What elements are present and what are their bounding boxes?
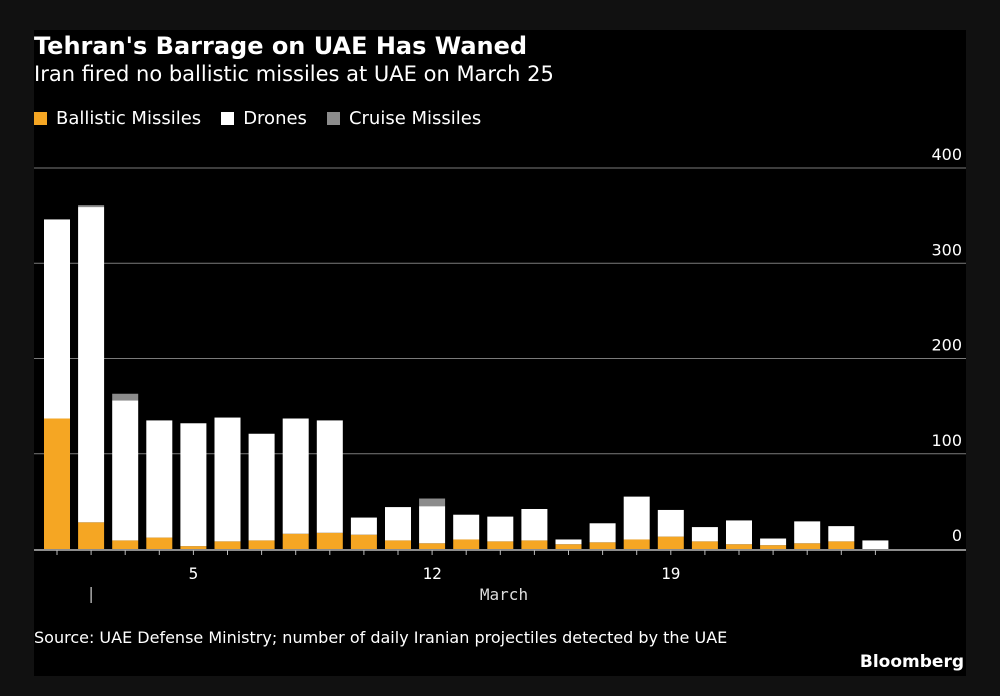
bar-segment [589, 523, 616, 543]
y-tick-label: 400 [931, 145, 962, 164]
legend-label-drones: Drones [243, 107, 307, 129]
bar-segment [726, 520, 752, 545]
bar-segment [180, 423, 207, 547]
bar-segment [282, 533, 309, 549]
bar-segment [112, 393, 139, 401]
bar-segment [214, 541, 241, 549]
bar-segment [146, 537, 173, 549]
chart-subtitle: Iran fired no ballistic missiles at UAE … [34, 62, 554, 86]
bar-segment [385, 540, 411, 549]
bar-segment [521, 540, 548, 549]
bar-segment [316, 532, 343, 549]
bar-segment [78, 207, 105, 523]
bar-segment [112, 540, 139, 549]
bar-segment [112, 400, 139, 541]
bar-segment [828, 526, 855, 542]
bar-segment [248, 540, 275, 549]
bar-segment [794, 521, 821, 544]
x-axis-label: March [480, 585, 528, 604]
bar-segment [657, 536, 684, 549]
bar-segment [282, 418, 309, 534]
bar-segment [555, 539, 582, 545]
legend-swatch-cruise [326, 111, 340, 125]
bar-segment [350, 534, 377, 549]
legend-item-drones: Drones [221, 108, 307, 129]
bar-segment [453, 514, 480, 540]
legend-swatch-drones [221, 111, 235, 125]
bar-segment [146, 420, 173, 538]
bar-segment [248, 433, 275, 541]
y-tick-label: 100 [931, 431, 962, 450]
bar-segment [726, 544, 752, 549]
bar-segment [623, 496, 650, 540]
bar-segment [350, 517, 377, 535]
legend-label-ballistic: Ballistic Missiles [56, 107, 202, 129]
bar-segment [316, 420, 343, 533]
bar-segment [44, 418, 70, 549]
bar-segment [760, 545, 787, 549]
bar-segment [760, 538, 787, 546]
bar-segment [180, 546, 207, 549]
bar-segment [44, 219, 70, 419]
bar-segment [78, 205, 105, 208]
y-tick-label: 300 [931, 240, 962, 259]
y-tick-label: 200 [931, 336, 962, 355]
source-note: Source: UAE Defense Ministry; number of … [34, 628, 728, 647]
bar-segment [453, 539, 480, 549]
legend: Ballistic Missiles Drones Cruise Missile… [34, 106, 501, 130]
bar-segment [623, 539, 650, 549]
bar-segment [214, 417, 241, 542]
legend-item-cruise: Cruise Missiles [326, 107, 482, 129]
x-tick-label: 5 [189, 564, 199, 583]
x-tick-label: 19 [661, 564, 680, 583]
bar-segment [657, 509, 684, 537]
bar-segment [555, 544, 582, 549]
bar-segment [828, 541, 855, 549]
chart-title: Tehran's Barrage on UAE Has Waned [34, 32, 528, 60]
bar-segment [78, 522, 105, 549]
bar-segment [419, 498, 446, 507]
x-tick-label: 12 [422, 564, 441, 583]
legend-label-cruise: Cruise Missiles [348, 107, 482, 129]
bar-segment [589, 542, 616, 549]
legend-item-ballistic: Ballistic Missiles [34, 108, 201, 129]
bar-segment [691, 541, 718, 549]
bar-segment [385, 507, 411, 541]
bar-segment [487, 516, 514, 542]
bar-segment [521, 508, 548, 541]
bar-segment [794, 543, 821, 549]
bar-segment [691, 527, 718, 542]
brand-logo: Bloomberg [859, 652, 964, 672]
legend-swatch-ballistic [34, 111, 47, 125]
bar-segment [419, 506, 446, 544]
bar-segment [419, 543, 446, 549]
y-tick-label: 0 [952, 526, 962, 545]
bar-segment [487, 541, 514, 549]
bar-segment [862, 540, 889, 549]
chart-panel [34, 30, 966, 676]
